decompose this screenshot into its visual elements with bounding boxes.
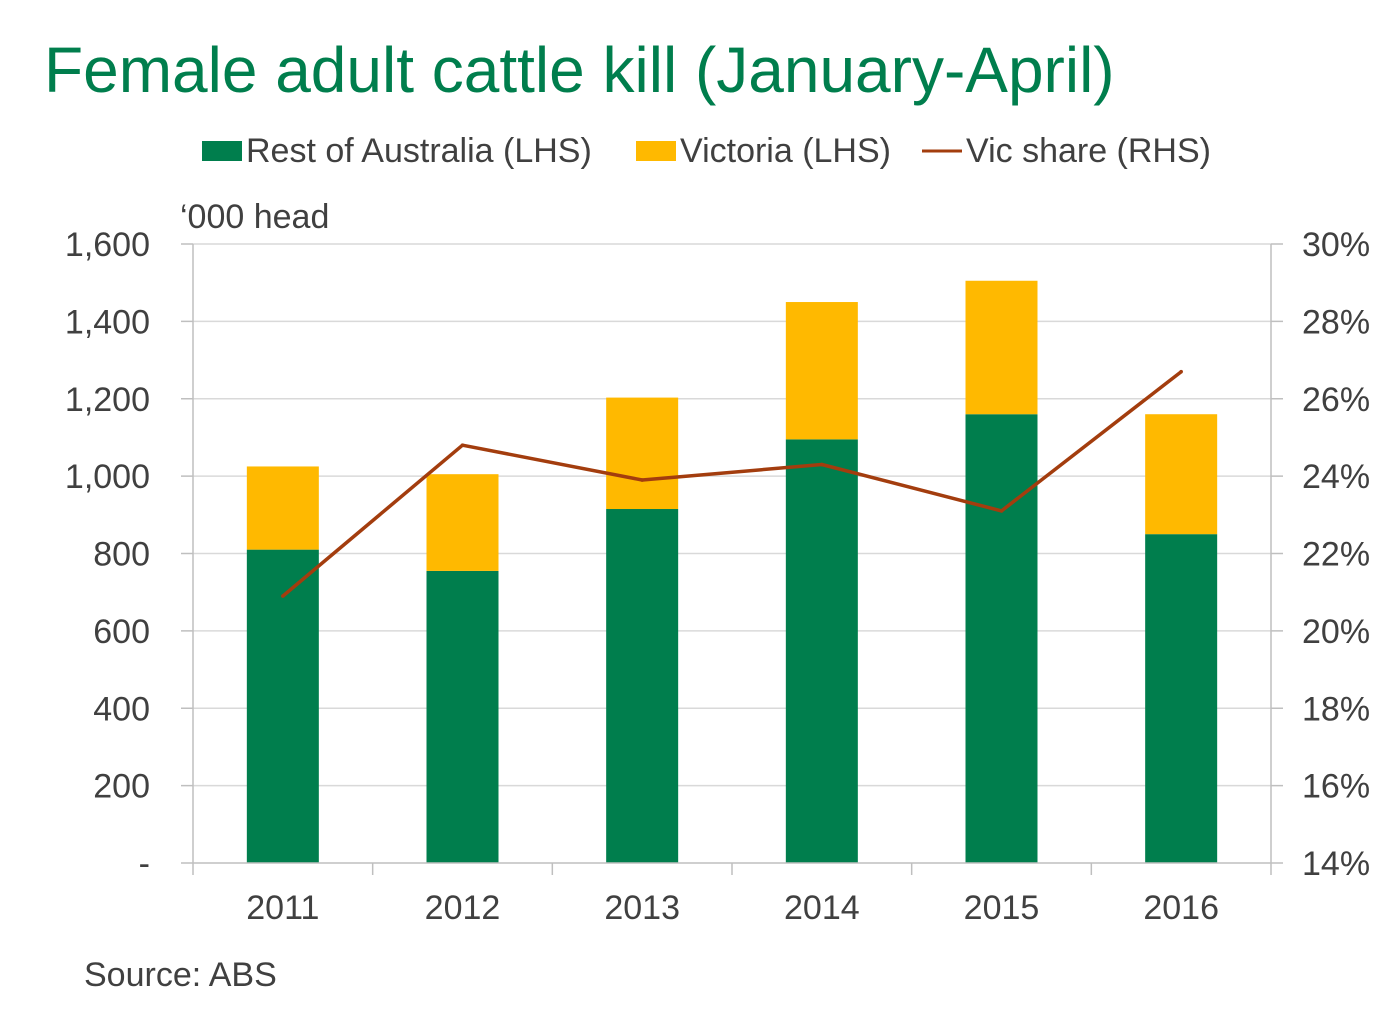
bars bbox=[246, 280, 1218, 863]
right-tick-label: 14% bbox=[1302, 845, 1370, 883]
left-tick-label: 400 bbox=[93, 690, 150, 728]
point-vic-share-2011 bbox=[281, 594, 285, 598]
bar-rest-of-australia-2015 bbox=[965, 414, 1038, 863]
right-tick-label: 26% bbox=[1302, 381, 1370, 419]
line-vic-share bbox=[281, 370, 1183, 598]
right-axis-tick-labels: 14% 16% 18% 20% 22% 24% 26% 28% 30% bbox=[1302, 226, 1370, 883]
bar-rest-of-australia-2014 bbox=[785, 439, 858, 863]
bar-victoria-2016 bbox=[1145, 414, 1218, 535]
legend-swatch-rest-of-australia bbox=[202, 141, 242, 161]
point-vic-share-2014 bbox=[820, 462, 824, 467]
right-tick-label: 28% bbox=[1302, 303, 1370, 341]
left-axis-unit-label: ‘000 head bbox=[180, 198, 329, 236]
bar-victoria-2011 bbox=[246, 466, 319, 550]
x-tick-label: 2012 bbox=[425, 889, 501, 927]
legend: Rest of Australia (LHS) Victoria (LHS) V… bbox=[202, 132, 1211, 170]
right-tick-label: 24% bbox=[1302, 458, 1370, 496]
right-tick-label: 22% bbox=[1302, 536, 1370, 574]
right-tick-label: 30% bbox=[1302, 226, 1370, 264]
point-vic-share-2016 bbox=[1179, 369, 1183, 374]
axes bbox=[181, 243, 1283, 875]
point-vic-share-2015 bbox=[999, 509, 1004, 513]
legend-swatch-victoria bbox=[636, 141, 676, 161]
left-tick-label: 1,600 bbox=[65, 226, 150, 264]
bar-victoria-2013 bbox=[606, 397, 679, 510]
x-tick-label: 2014 bbox=[784, 889, 860, 927]
bar-victoria-2014 bbox=[785, 302, 858, 440]
legend-label-vic-share: Vic share (RHS) bbox=[966, 132, 1211, 170]
left-axis-tick-labels: - 200 400 600 800 1,000 1,200 1,400 1,600 bbox=[65, 226, 150, 883]
x-axis-tick-labels: 2011 2012 2013 2014 2015 2016 bbox=[246, 889, 1219, 927]
gridlines bbox=[193, 243, 1271, 787]
x-tick-label: 2016 bbox=[1143, 889, 1219, 927]
right-tick-label: 20% bbox=[1302, 613, 1370, 651]
right-tick-label: 16% bbox=[1302, 768, 1370, 806]
bar-rest-of-australia-2013 bbox=[606, 509, 679, 863]
point-vic-share-2012 bbox=[460, 443, 465, 447]
left-tick-label: - bbox=[139, 845, 150, 883]
left-tick-label: 1,400 bbox=[65, 303, 150, 341]
bar-victoria-2015 bbox=[965, 280, 1038, 415]
x-tick-label: 2011 bbox=[246, 889, 319, 927]
bar-rest-of-australia-2012 bbox=[426, 570, 499, 863]
left-tick-label: 1,200 bbox=[65, 381, 150, 419]
legend-label-rest-of-australia: Rest of Australia (LHS) bbox=[246, 132, 592, 170]
bar-rest-of-australia-2011 bbox=[246, 549, 319, 863]
left-tick-label: 1,000 bbox=[65, 458, 150, 496]
legend-label-victoria: Victoria (LHS) bbox=[680, 132, 891, 170]
x-tick-label: 2013 bbox=[604, 889, 680, 927]
point-vic-share-2013 bbox=[640, 478, 644, 482]
left-tick-label: 800 bbox=[93, 536, 150, 574]
left-tick-label: 200 bbox=[93, 768, 150, 806]
vic-share-line-series bbox=[281, 369, 1183, 598]
right-tick-label: 18% bbox=[1302, 690, 1370, 728]
source-note: Source: ABS bbox=[84, 956, 277, 994]
left-tick-label: 600 bbox=[93, 613, 150, 651]
bar-victoria-2012 bbox=[426, 474, 499, 571]
chart-title: Female adult cattle kill (January-April) bbox=[44, 34, 1115, 106]
x-tick-label: 2015 bbox=[964, 889, 1040, 927]
bar-rest-of-australia-2016 bbox=[1145, 534, 1218, 863]
